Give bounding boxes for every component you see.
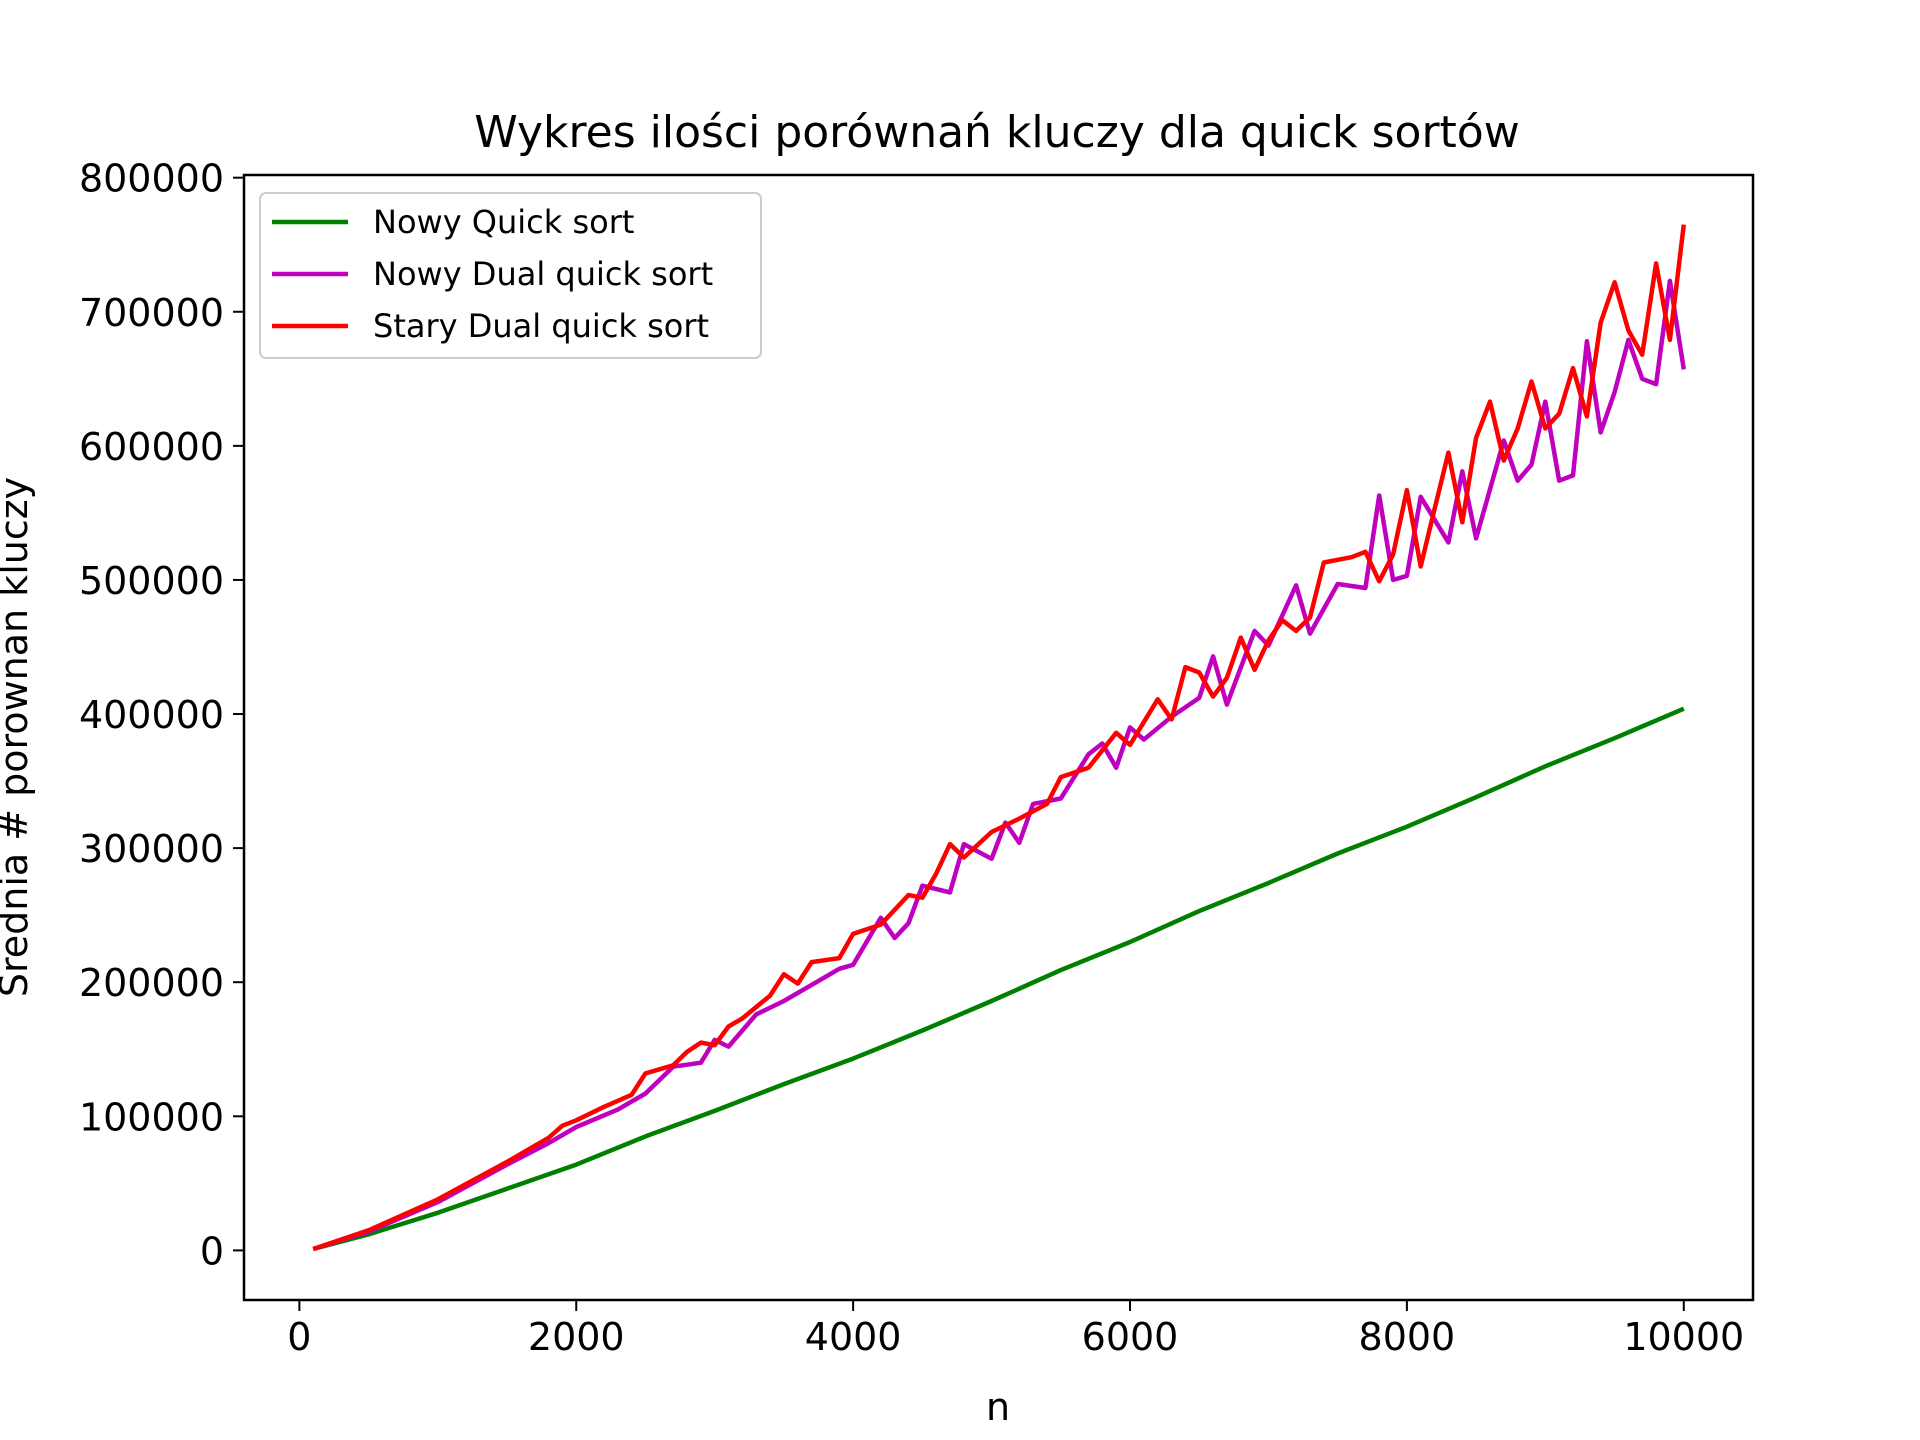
y-axis-ticks: 0 100000 200000 300000 400000 500000 600000 700… <box>79 157 244 1273</box>
y-tick-label: 500000 <box>79 559 224 603</box>
x-tick-label: 8000 <box>1359 1315 1456 1359</box>
plot-area-frame <box>242 173 1755 1302</box>
legend-label-nowy-quick-sort: Nowy Quick sort <box>373 203 634 241</box>
y-tick-label: 600000 <box>79 425 224 469</box>
y-tick-label: 0 <box>200 1229 224 1273</box>
series-line-stary-dual-quick-sort <box>312 224 1687 1252</box>
y-tick-label: 200000 <box>79 961 224 1005</box>
legend-entry: Stary Dual quick sort <box>272 307 709 345</box>
legend-box <box>259 192 762 359</box>
x-tick-label: 4000 <box>805 1315 902 1359</box>
x-tick-label: 2000 <box>528 1315 625 1359</box>
y-tick-label: 700000 <box>79 291 224 335</box>
y-tick-label: 800000 <box>79 157 224 201</box>
legend-label-nowy-dual-quick-sort: Nowy Dual quick sort <box>373 255 713 293</box>
chart-title: Wykres ilości porównań kluczy dla quick … <box>474 107 1519 158</box>
legend-label-stary-dual-quick-sort: Stary Dual quick sort <box>373 307 709 345</box>
series-layer <box>312 224 1687 1252</box>
x-tick-label: 6000 <box>1082 1315 1179 1359</box>
x-tick-label: 10000 <box>1623 1315 1744 1359</box>
y-axis-label: Srednia # porownan kluczy <box>0 477 36 997</box>
legend-entry: Nowy Dual quick sort <box>272 255 713 293</box>
x-tick-label: 0 <box>287 1315 311 1359</box>
y-tick-label: 100000 <box>79 1095 224 1139</box>
legend: Nowy Quick sort Nowy Dual quick sort Sta… <box>259 192 762 359</box>
y-tick-label: 400000 <box>79 693 224 737</box>
x-axis-label: n <box>986 1385 1010 1429</box>
legend-entry: Nowy Quick sort <box>272 203 634 241</box>
series-line-nowy-quick-sort <box>312 706 1685 1252</box>
y-tick-label: 300000 <box>79 827 224 871</box>
x-axis-ticks: 0 2000 4000 6000 8000 10000 <box>287 1300 1744 1359</box>
